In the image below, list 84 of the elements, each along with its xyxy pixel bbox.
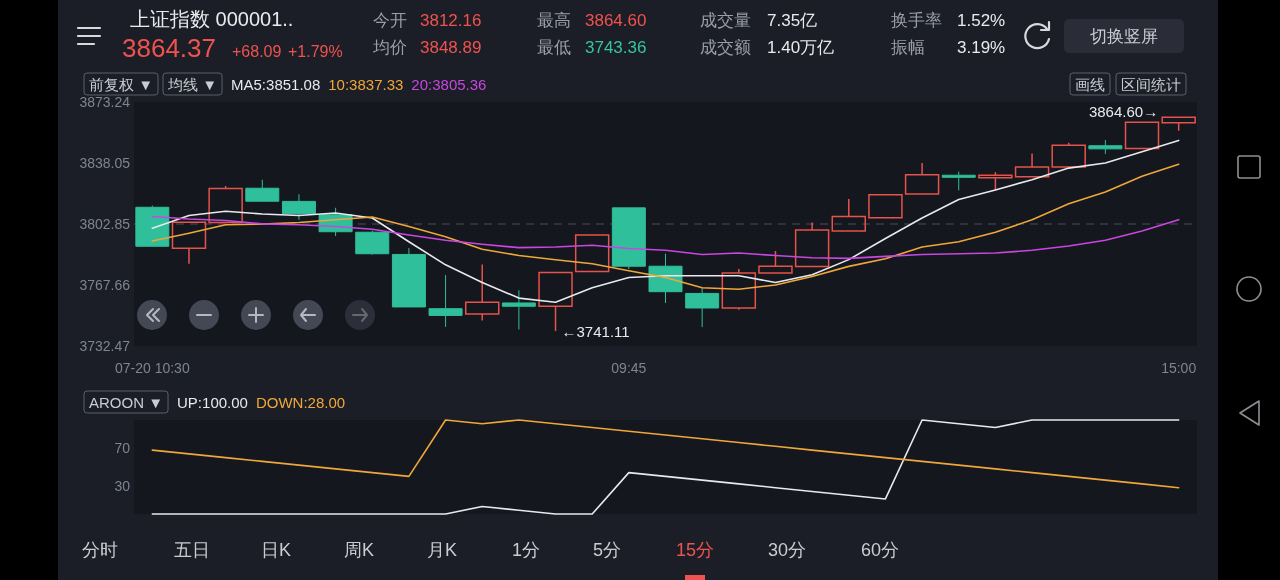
text: 20:3805.36: [411, 75, 487, 93]
candlestick: [281, 193, 316, 221]
text: 3864.60: [585, 10, 647, 30]
text: +1.79%: [288, 42, 343, 60]
text: 周K: [343, 540, 375, 560]
text: 成交额: [700, 37, 751, 57]
candlestick: [831, 198, 867, 232]
annotation: 3864.60→: [1088, 103, 1159, 121]
candlestick: [464, 263, 500, 322]
text: 1.40万亿: [767, 37, 835, 57]
text: 分时: [82, 540, 118, 560]
text: 3848.89: [420, 37, 482, 57]
text: 换手率: [891, 10, 942, 30]
text: 日K: [260, 540, 292, 560]
candlestick: [941, 171, 976, 191]
candlestick: [685, 287, 720, 328]
control-dropdown: AROON ▼: [83, 390, 169, 414]
text: 最低: [537, 37, 571, 57]
text: 3812.16: [420, 10, 482, 30]
text: 30分: [767, 540, 807, 560]
candlestick: [208, 185, 243, 224]
y-tick-label: 30: [114, 477, 131, 494]
text: 均价: [372, 37, 407, 57]
control-dropdown: 前复权 ▼: [83, 72, 159, 96]
x-tick-label: 09:45: [611, 360, 647, 376]
line-series: [151, 215, 1180, 260]
y-tick-label: 3802.85: [79, 216, 131, 233]
candlestick: [1051, 142, 1086, 168]
y-tick-label: 3873.24: [79, 94, 131, 110]
y-tick-label: 3767.66: [79, 277, 131, 293]
text: 1分: [511, 540, 541, 560]
control-button: 区间统计: [1115, 72, 1187, 96]
x-tick-label: 07-20 10:30: [114, 360, 190, 376]
candlestick: [721, 268, 757, 311]
text: +68.09: [232, 42, 282, 60]
candlestick: [611, 207, 646, 270]
x-tick-label: 15:00: [1161, 360, 1197, 376]
candlestick: [391, 247, 426, 308]
candlestick: [1088, 139, 1123, 155]
text: 3.19%: [957, 37, 1006, 57]
y-tick-label: 3838.05: [79, 155, 131, 171]
text: 10:3837.33: [328, 75, 404, 93]
text: 最高: [537, 10, 571, 30]
text: 5分: [592, 540, 622, 560]
y-tick-label: 70: [114, 440, 131, 457]
text: 1.52%: [957, 10, 1006, 30]
text: 上证指数 000001..: [130, 8, 294, 30]
annotation: ←3741.11: [561, 322, 630, 340]
text: 振幅: [891, 37, 925, 57]
candlestick: [1124, 121, 1160, 150]
text: 3743.36: [585, 37, 647, 57]
text: 月K: [426, 540, 458, 560]
candlestick: [501, 289, 536, 330]
text: 60分: [860, 540, 900, 560]
candlestick: [1161, 116, 1196, 132]
line-series: [151, 139, 1180, 304]
control-dropdown: 均线 ▼: [162, 72, 223, 96]
text: 五日: [174, 540, 210, 560]
text: UP:100.00: [177, 393, 248, 411]
candlestick: [135, 205, 170, 247]
text: 3864.37: [122, 33, 216, 63]
candlestick: [428, 274, 463, 328]
candlestick: [355, 230, 390, 256]
line-series: [151, 419, 1180, 489]
candlestick: [904, 162, 940, 195]
text: 15分: [675, 540, 715, 560]
control-button: 画线: [1069, 72, 1111, 96]
text: 今开: [373, 10, 407, 30]
candlestick: [758, 250, 793, 274]
candlestick: [794, 221, 830, 268]
text: DOWN:28.00: [255, 393, 346, 411]
candlestick: [245, 179, 280, 202]
line-series: [151, 163, 1180, 291]
text: 7.35亿: [767, 10, 818, 30]
text: 成交量: [700, 10, 751, 30]
candlestick: [1014, 152, 1050, 178]
y-tick-label: 3732.47: [79, 338, 131, 354]
text: MA5:3851.08: [231, 75, 321, 93]
candlestick: [978, 171, 1013, 191]
candlestick: [171, 221, 207, 265]
control-button: 切换竖屏: [1064, 19, 1184, 53]
candlestick: [574, 234, 610, 273]
line-series: [151, 419, 1180, 515]
candlestick: [868, 193, 903, 219]
